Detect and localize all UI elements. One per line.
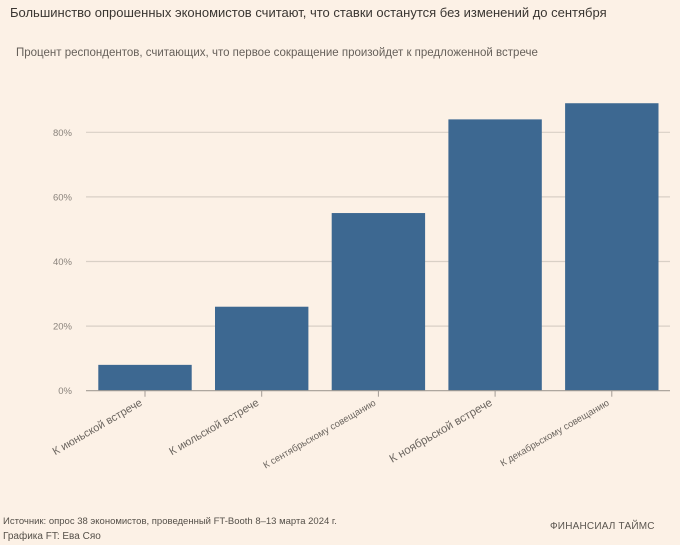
bars — [98, 103, 659, 391]
x-axis-category-labels: К июньской встрече К июльской встрече К се… — [51, 397, 612, 471]
bar-5 — [565, 103, 659, 391]
x-axis — [86, 390, 670, 397]
x-category-label: К ноябрьской встрече — [388, 397, 495, 466]
chart-title: Большинство опрошенных экономистов счита… — [10, 5, 607, 20]
y-tick-label: 80% — [53, 128, 73, 139]
graphics-credit: Графика FT: Ева Сяо — [3, 531, 101, 542]
bar-3 — [331, 213, 426, 391]
chart-subtitle: Процент респондентов, считающих, что пер… — [16, 47, 538, 59]
y-axis-tick-labels: 0% 20% 40% 60% 80% — [53, 128, 73, 397]
y-tick-label: 40% — [53, 257, 73, 268]
x-category-label: К июньской встрече — [51, 397, 145, 458]
x-category-label: К сентябрьскому совещанию — [261, 398, 377, 472]
y-tick-label: 60% — [53, 192, 73, 203]
x-category-label: К декабрьскому совещанию — [499, 398, 612, 469]
y-tick-label: 20% — [53, 322, 73, 333]
source-note: Источник: опрос 38 экономистов, проведен… — [3, 516, 337, 527]
x-category-label: К июльской встрече — [167, 397, 261, 458]
publisher-brand: ФИНАНСИАЛ ТАЙМС — [550, 521, 655, 532]
bar-2 — [215, 306, 309, 391]
bar-4 — [448, 119, 542, 391]
y-tick-label: 0% — [58, 386, 72, 397]
bar-1 — [98, 364, 192, 391]
